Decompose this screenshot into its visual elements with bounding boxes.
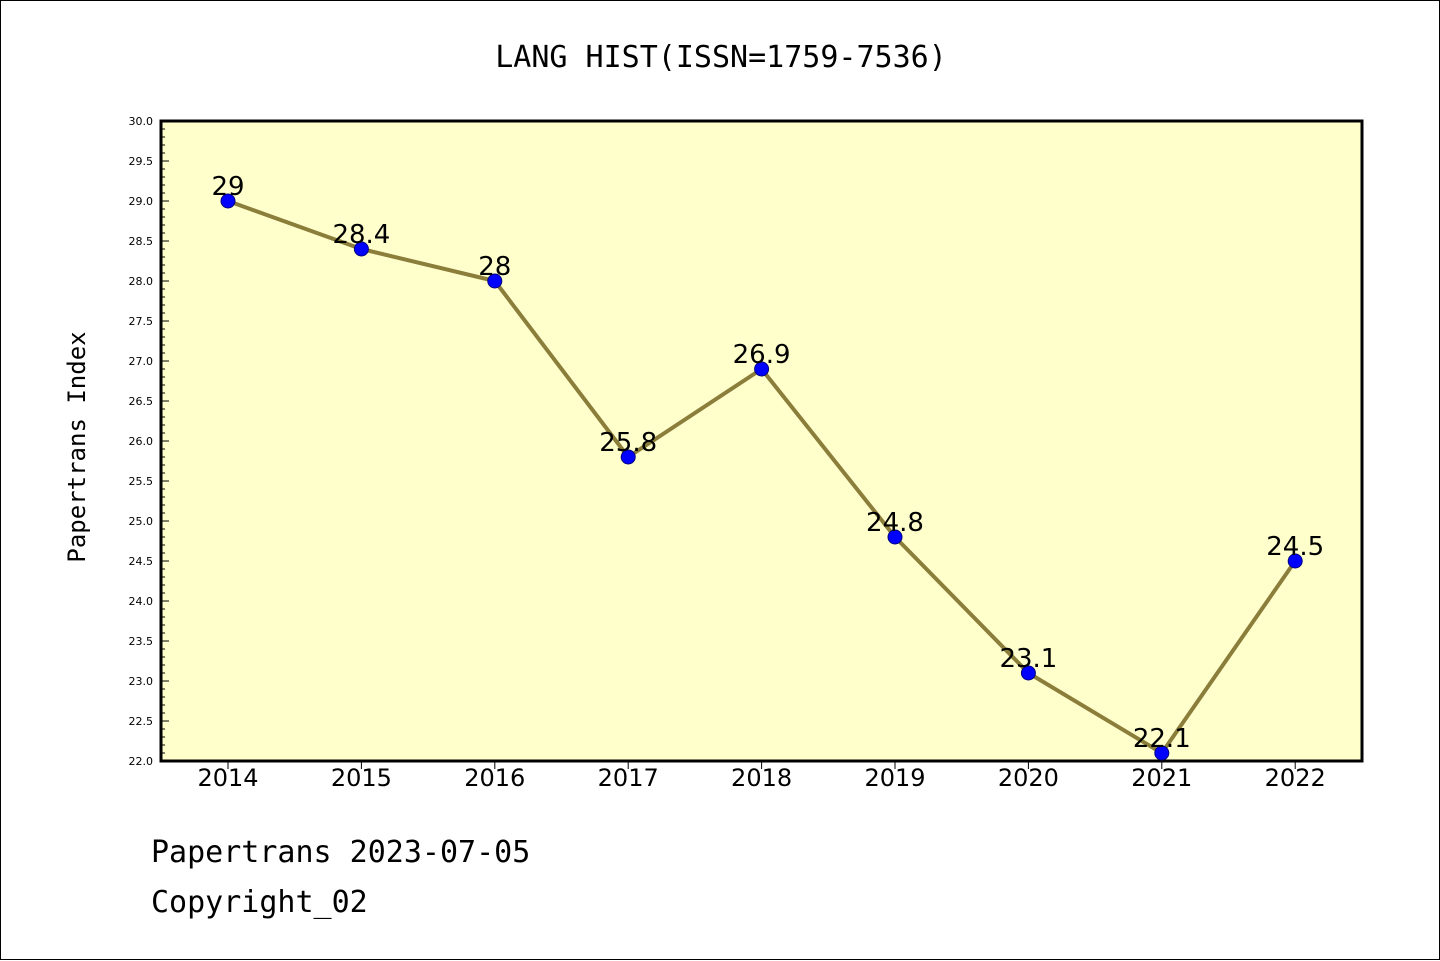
y-tick-label: 29.0	[129, 195, 154, 208]
data-label: 26.9	[733, 340, 791, 370]
data-point	[353, 241, 369, 257]
data-label: 24.5	[1266, 532, 1324, 562]
y-tick-label: 26.0	[129, 435, 154, 448]
data-label: 24.8	[866, 508, 924, 538]
data-point	[1020, 665, 1036, 681]
plot-area	[159, 119, 1364, 763]
y-tick-label: 25.5	[129, 475, 154, 488]
y-tick-label: 23.0	[129, 675, 154, 688]
data-label: 22.1	[1133, 724, 1191, 754]
data-label: 28.4	[332, 220, 390, 250]
y-axis-label: Papertrans Index	[63, 331, 91, 562]
y-tick-label: 24.5	[129, 555, 154, 568]
x-tick-label: 2020	[998, 764, 1059, 792]
y-tick-label: 25.0	[129, 515, 154, 528]
y-tick-label: 26.5	[129, 395, 154, 408]
x-tick-label: 2022	[1265, 764, 1326, 792]
data-label: 23.1	[999, 644, 1057, 674]
x-tick-label: 2017	[598, 764, 659, 792]
data-point	[220, 193, 236, 209]
chart-title: LANG HIST(ISSN=1759-7536)	[495, 40, 947, 75]
y-axis-ticks: 22.0 22.5 23.0 23.5 24.0 24.5 25.0 25.5 26.0 26.5…	[129, 115, 169, 768]
y-tick-label: 29.5	[129, 155, 154, 168]
series-points-group	[220, 193, 1303, 761]
data-labels-group: 29 28.4 28 25.8 26.9 24.8 23.1 22.1 24.5	[211, 172, 1324, 754]
x-tick-label: 2015	[331, 764, 392, 792]
data-point	[620, 449, 636, 465]
data-point	[487, 273, 503, 289]
y-tick-label: 27.0	[129, 355, 154, 368]
y-tick-label: 28.0	[129, 275, 154, 288]
data-label: 25.8	[599, 428, 657, 458]
data-label: 29	[211, 172, 244, 202]
y-tick-label: 28.5	[129, 235, 154, 248]
x-axis-ticks: 2014 2015 2016 2017 2018 2019 2020 2021 2022	[197, 761, 1326, 792]
y-tick-label: 22.0	[129, 755, 154, 768]
y-tick-label: 27.5	[129, 315, 154, 328]
x-tick-label: 2021	[1131, 764, 1192, 792]
y-tick-label: 23.5	[129, 635, 154, 648]
data-point	[1287, 553, 1303, 569]
y-tick-label: 30.0	[129, 115, 154, 128]
data-point	[1154, 745, 1170, 761]
data-label: 28	[478, 252, 511, 282]
x-tick-label: 2014	[197, 764, 258, 792]
data-point	[887, 529, 903, 545]
x-tick-label: 2019	[864, 764, 925, 792]
y-tick-label: 24.0	[129, 595, 154, 608]
data-point	[754, 361, 770, 377]
footer-date: Papertrans 2023-07-05	[151, 835, 531, 870]
x-tick-label: 2018	[731, 764, 792, 792]
x-tick-label: 2016	[464, 764, 525, 792]
y-tick-label: 22.5	[129, 715, 154, 728]
footer-copyright: Copyright_02	[151, 885, 368, 920]
